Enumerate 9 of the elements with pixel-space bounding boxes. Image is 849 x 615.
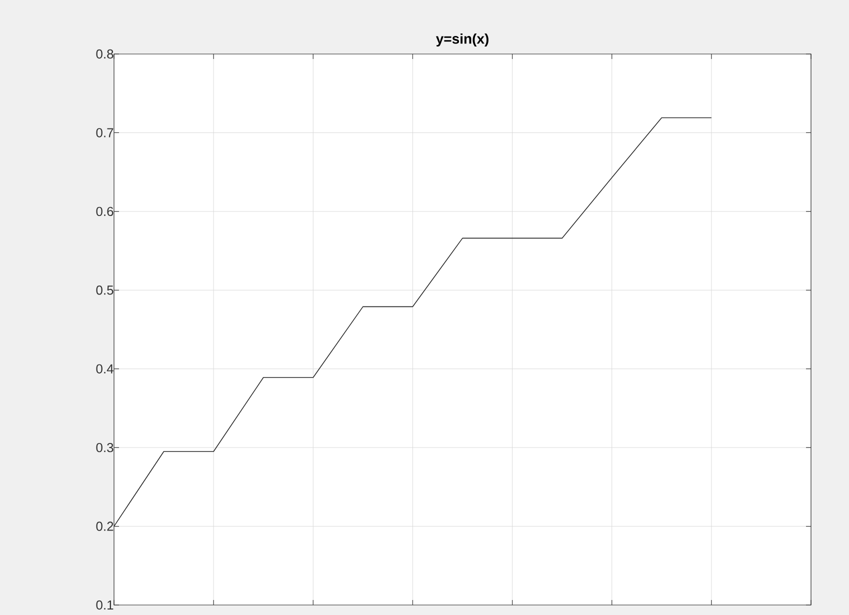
y-tick-label: 0.2	[96, 522, 114, 531]
y-tick-label: 0.3	[96, 442, 114, 452]
y-tick-label: 0.7	[96, 128, 114, 138]
y-tick-label: 0.1	[96, 600, 114, 610]
chart-title: y=sin(x)	[436, 33, 488, 47]
y-tick-label: 0.4	[96, 364, 114, 374]
y-tick-label: 0.5	[96, 286, 114, 295]
y-tick-label: 0.8	[96, 49, 114, 59]
y-tick-label: 0.6	[96, 206, 114, 216]
